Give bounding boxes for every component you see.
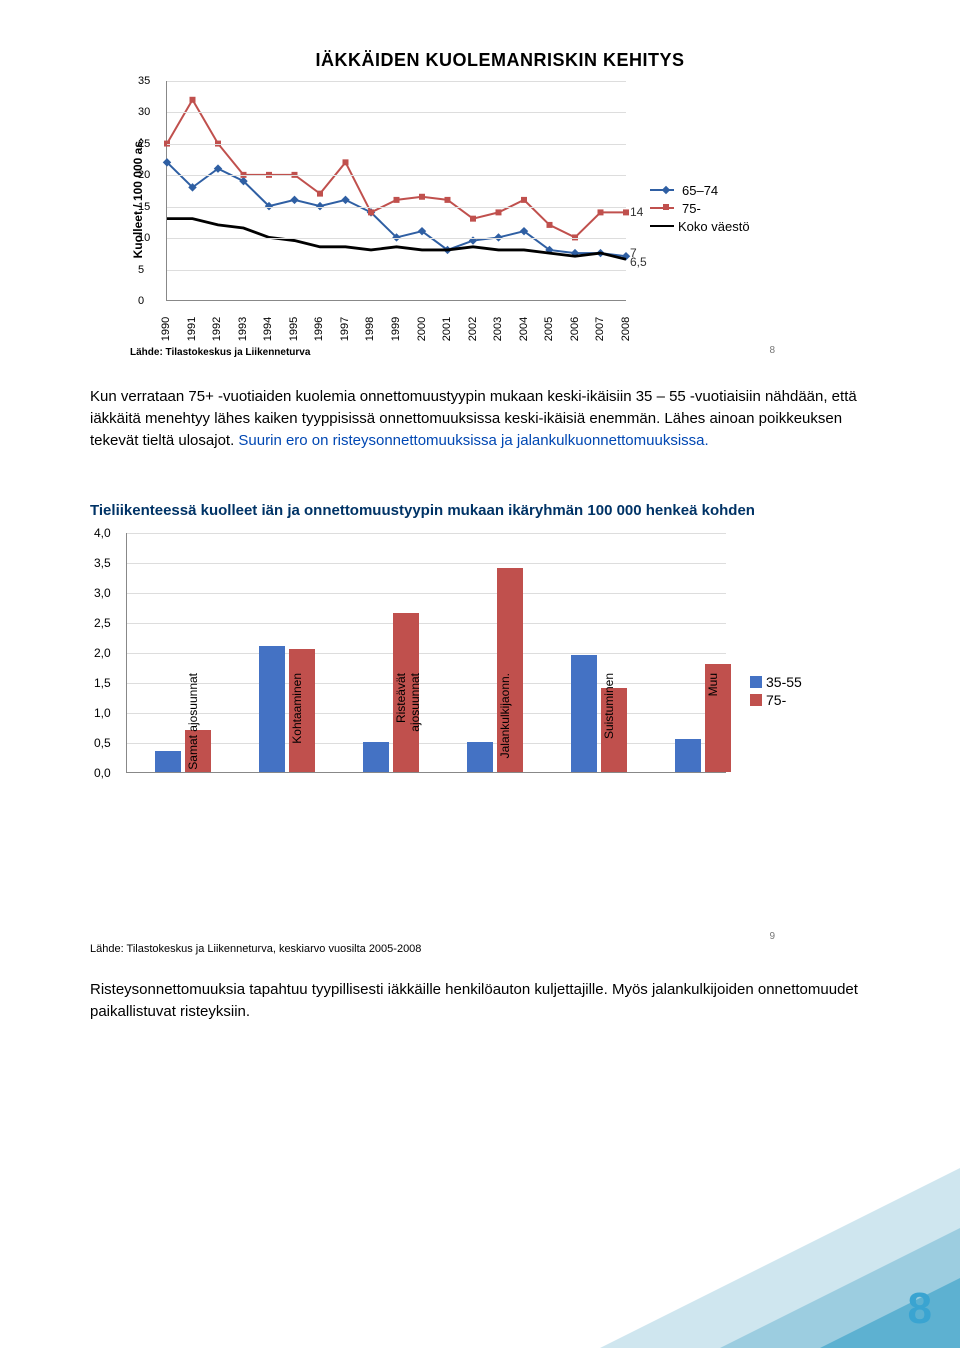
chart2-corner-num: 9 [769, 931, 775, 942]
paragraph-1: Kun verrataan 75+ -vuotiaiden kuolemia o… [90, 386, 870, 451]
chart1-legend-item: 65–74 [650, 181, 750, 199]
chart1-xtick: 1998 [364, 314, 376, 344]
chart1-ytick: 10 [138, 232, 150, 244]
chart2-bar [259, 646, 285, 772]
paragraph-2: Risteysonnettomuuksia tapahtuu tyypillis… [90, 979, 870, 1023]
chart1-xtick: 1990 [160, 314, 172, 344]
chart2-xlabel: Suistuminen [602, 673, 616, 783]
chart2-bar [467, 742, 493, 772]
chart1-plot [166, 81, 626, 301]
chart1-xtick: 2006 [569, 314, 581, 344]
chart1-xtick: 2001 [441, 314, 453, 344]
chart2-area: 0,00,51,01,52,02,53,03,54,0 Samat ajosuu… [90, 533, 870, 813]
chart1-xtick: 2003 [492, 314, 504, 344]
chart2-xlabel: Jalankulkijaonn. [498, 673, 512, 783]
chart2-bar [363, 742, 389, 772]
chart1-ytick: 5 [138, 264, 144, 276]
chart1: IÄKKÄIDEN KUOLEMANRISKIN KEHITYS Kuollee… [90, 50, 870, 358]
chart2-ytick: 0,0 [94, 766, 111, 780]
chart1-xtick: 2000 [416, 314, 428, 344]
chart2-title: Tieliikenteessä kuolleet iän ja onnettom… [90, 501, 870, 521]
chart1-ytick: 0 [138, 295, 144, 307]
chart1-legend-item: Koko väestö [650, 217, 750, 235]
chart1-xtick: 1992 [211, 314, 223, 344]
chart2-xlabel: Kohtaaminen [290, 673, 304, 783]
chart2-bar [675, 739, 701, 772]
chart2-legend-item: 35-55 [750, 673, 802, 691]
chart1-xtick: 1995 [288, 314, 300, 344]
chart1-xtick: 2002 [467, 314, 479, 344]
chart2: Tieliikenteessä kuolleet iän ja onnettom… [90, 501, 870, 955]
chart1-xtick: 2005 [543, 314, 555, 344]
chart2-xlabel: Muu [706, 673, 720, 783]
chart1-xtick: 1991 [186, 314, 198, 344]
chart2-ytick: 4,0 [94, 526, 111, 540]
para1-link: Suurin ero on risteysonnettomuuksissa ja… [238, 432, 708, 449]
chart2-bar [571, 655, 597, 772]
chart2-xlabel: Risteävät ajosuunnat [394, 673, 422, 783]
chart1-corner-num: 8 [769, 345, 775, 356]
chart2-ytick: 0,5 [94, 736, 111, 750]
chart2-ytick: 1,5 [94, 676, 111, 690]
chart1-xtick: 1997 [339, 314, 351, 344]
chart1-ytick: 25 [138, 138, 150, 150]
chart2-ytick: 3,5 [94, 556, 111, 570]
chart1-ytick: 20 [138, 169, 150, 181]
chart1-endlabel: 6,5 [630, 255, 647, 269]
chart1-xtick: 1996 [313, 314, 325, 344]
chart2-bar [155, 751, 181, 772]
chart1-xtick: 1993 [237, 314, 249, 344]
chart1-ytick: 35 [138, 75, 150, 87]
chart2-legend-item: 75- [750, 691, 802, 709]
chart2-xlabel: Samat ajosuunnat [186, 673, 200, 783]
chart1-endlabel: 14 [630, 205, 643, 219]
chart1-xtick: 1999 [390, 314, 402, 344]
chart2-ytick: 2,0 [94, 646, 111, 660]
chart2-ytick: 1,0 [94, 706, 111, 720]
chart1-legend: 65–7475-Koko väestö [650, 181, 750, 235]
chart1-title: IÄKKÄIDEN KUOLEMANRISKIN KEHITYS [130, 50, 870, 71]
chart2-legend: 35-5575- [750, 673, 802, 709]
chart1-xtick: 2007 [594, 314, 606, 344]
chart1-xtick: 2008 [620, 314, 632, 344]
chart1-ytick: 15 [138, 201, 150, 213]
chart2-ytick: 3,0 [94, 586, 111, 600]
chart1-area: Kuolleet / 100 000 as. 05101520253035 19… [130, 81, 870, 341]
chart2-ytick: 2,5 [94, 616, 111, 630]
chart1-xtick: 2004 [518, 314, 530, 344]
chart2-source: Lähde: Tilastokeskus ja Liikenneturva, k… [90, 943, 870, 955]
chart2-plot [126, 533, 726, 773]
page-number: 8 [908, 1284, 932, 1334]
chart1-source: Lähde: Tilastokeskus ja Liikenneturva [130, 347, 870, 358]
chart1-ytick: 30 [138, 106, 150, 118]
chart1-legend-item: 75- [650, 199, 750, 217]
chart1-xtick: 1994 [262, 314, 274, 344]
